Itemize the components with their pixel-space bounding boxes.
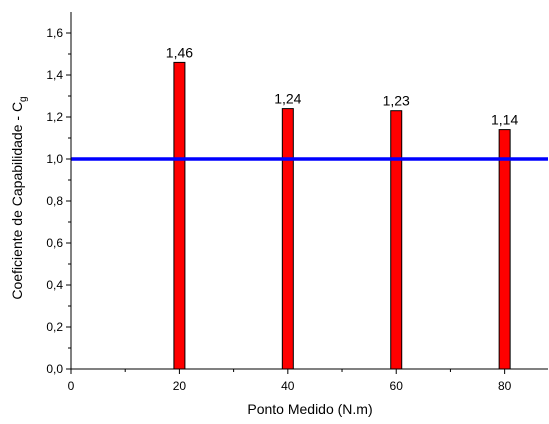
x-tick-label: 60 (390, 379, 404, 393)
bar-value-label: 1,24 (274, 91, 301, 107)
x-tick-label: 20 (173, 379, 187, 393)
bar-value-label: 1,46 (166, 44, 193, 60)
y-tick-label: 1,6 (46, 26, 63, 40)
y-tick-label: 1,2 (46, 110, 63, 124)
bar-value-label: 1,14 (491, 112, 518, 128)
y-axis-title-subscript: g (18, 96, 29, 102)
y-axis-title-main: Coeficiente de Capabilidade - C (9, 102, 25, 300)
y-axis-title: Coeficiente de Capabilidade - Cg (9, 96, 29, 299)
x-tick-label: 80 (498, 379, 512, 393)
bar (173, 61, 186, 370)
x-tick-label: 0 (68, 379, 75, 393)
x-axis-title: Ponto Medido (N.m) (247, 401, 372, 417)
x-tick-label: 40 (281, 379, 295, 393)
y-tick-label: 1,0 (46, 152, 63, 166)
y-tick-label: 0,2 (46, 320, 63, 334)
bar-value-label: 1,23 (383, 93, 410, 109)
y-tick-label: 0,6 (46, 236, 63, 250)
bar (390, 110, 403, 370)
bar (498, 129, 511, 370)
y-tick-label: 0,4 (46, 278, 63, 292)
y-tick-label: 0,0 (46, 362, 63, 376)
bar (281, 108, 294, 370)
y-tick-label: 1,4 (46, 68, 63, 82)
y-tick-label: 0,8 (46, 194, 63, 208)
